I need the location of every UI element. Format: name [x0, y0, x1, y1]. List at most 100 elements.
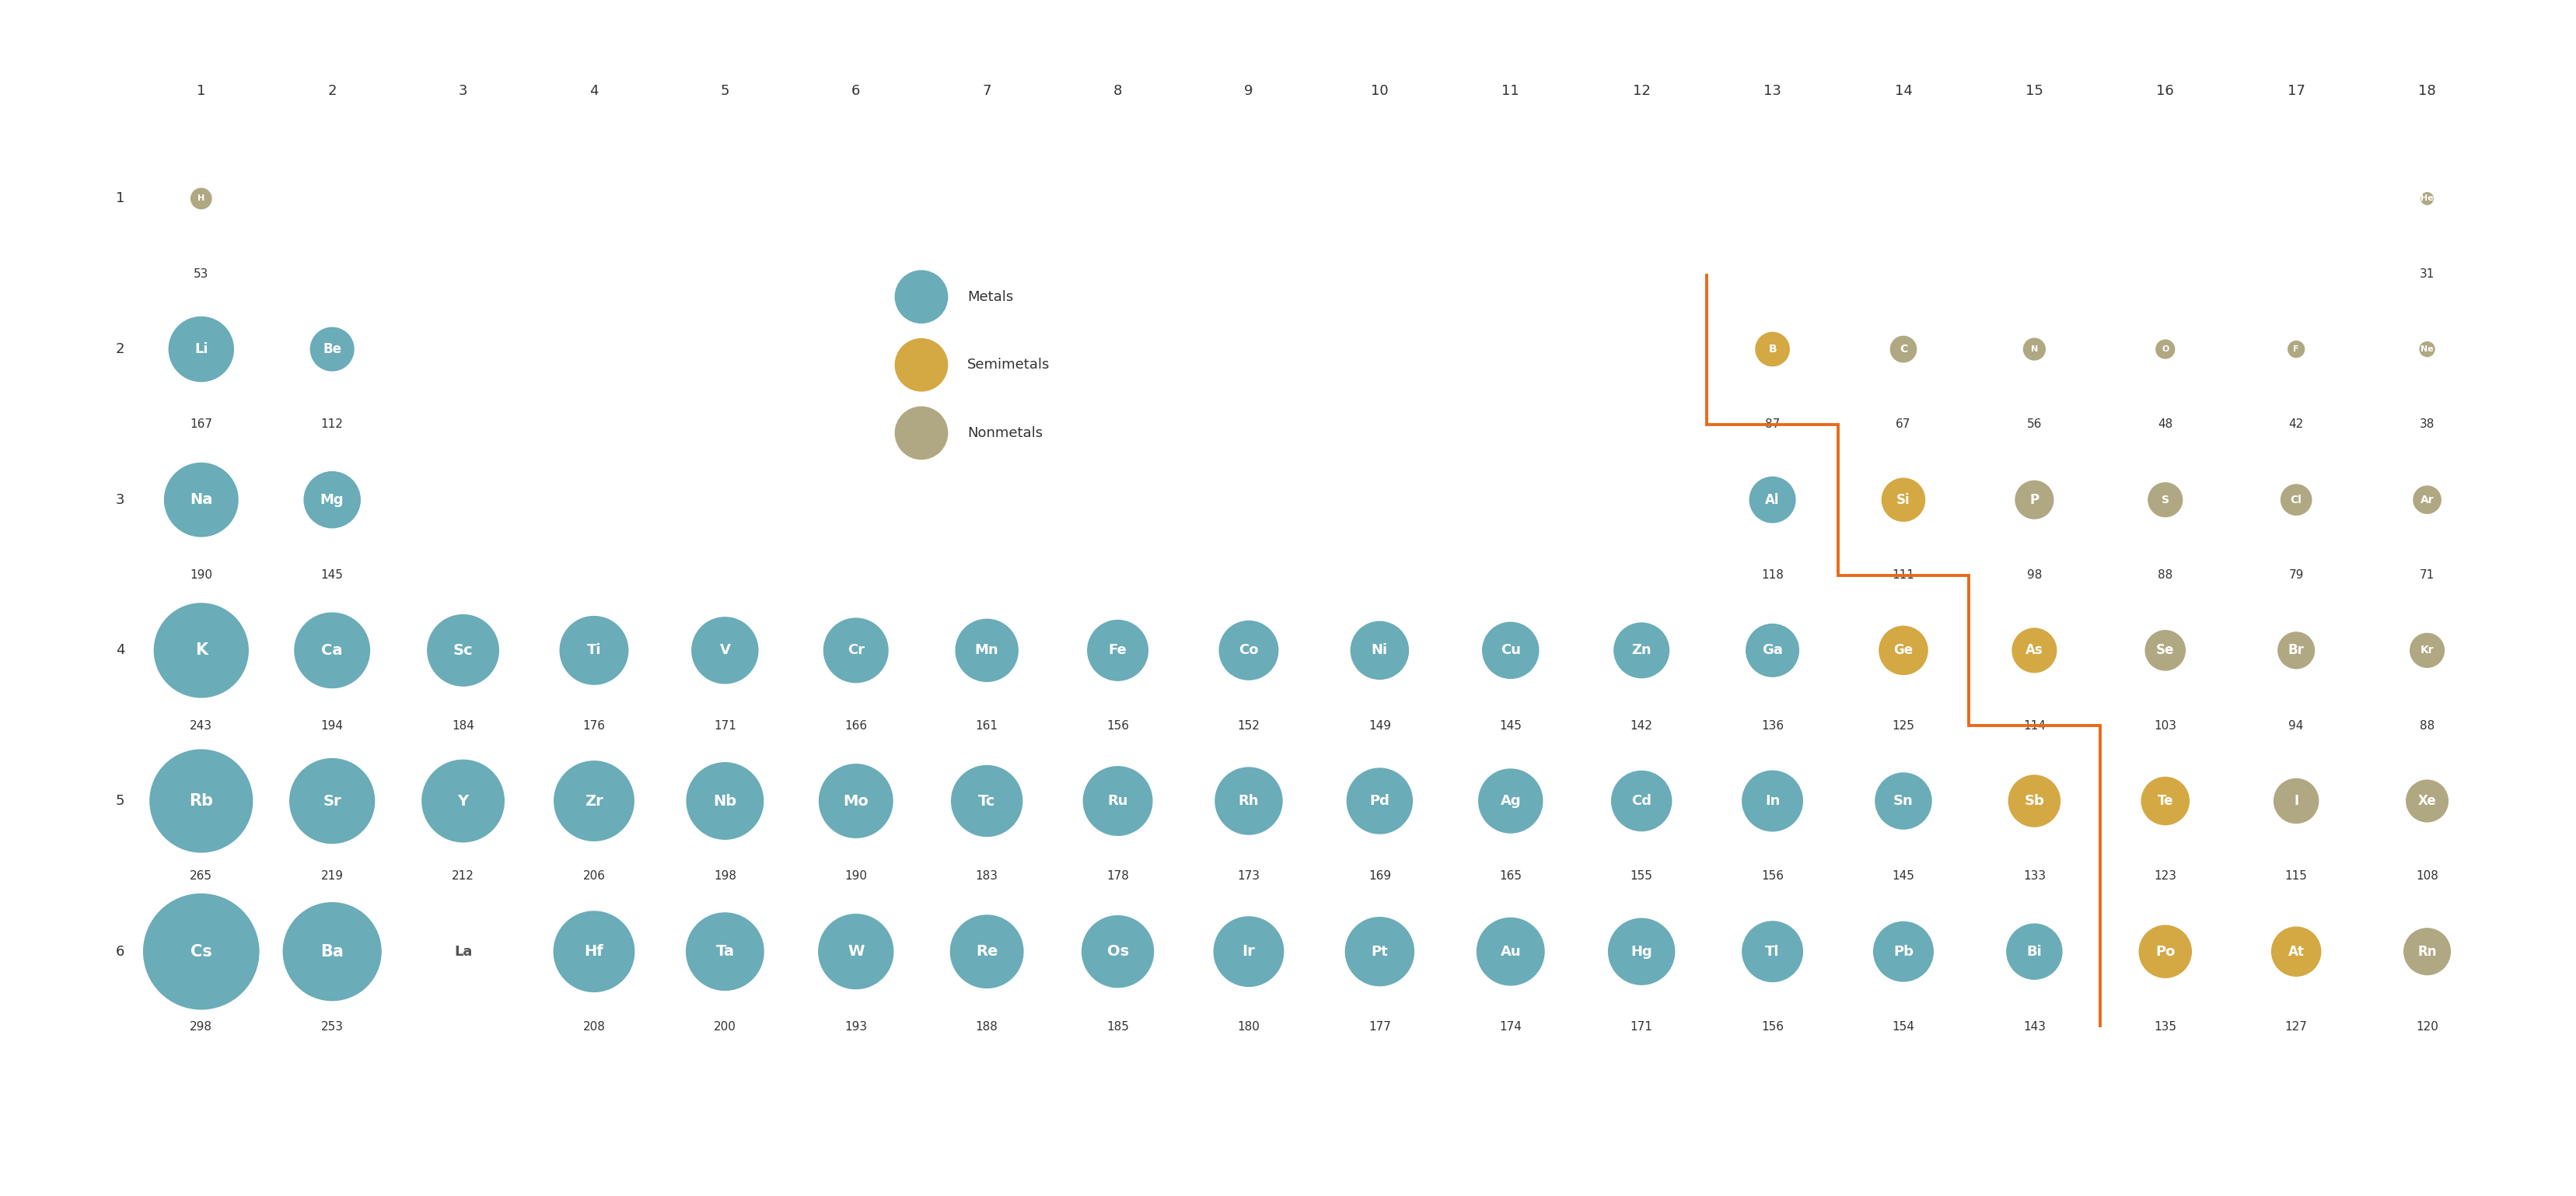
Text: 108: 108	[2416, 871, 2439, 881]
Text: 3: 3	[116, 493, 124, 507]
Text: 243: 243	[191, 720, 211, 732]
Text: Zr: Zr	[585, 794, 603, 808]
Text: In: In	[1765, 794, 1780, 808]
Text: 184: 184	[451, 720, 474, 732]
Circle shape	[1749, 477, 1795, 523]
Text: 2: 2	[327, 84, 337, 98]
Text: 115: 115	[2285, 871, 2308, 881]
Text: Be: Be	[322, 342, 343, 356]
Text: Fe: Fe	[1108, 643, 1128, 658]
Text: 15: 15	[2025, 84, 2043, 98]
Text: 155: 155	[1631, 871, 1654, 881]
Circle shape	[2277, 633, 2313, 669]
Circle shape	[1084, 767, 1151, 835]
Text: 2: 2	[116, 342, 124, 356]
Text: 103: 103	[2154, 720, 2177, 732]
Text: 169: 169	[1368, 871, 1391, 881]
Text: 219: 219	[322, 871, 343, 881]
Text: F: F	[2293, 346, 2300, 353]
Text: 71: 71	[2419, 569, 2434, 581]
Text: 88: 88	[2159, 569, 2172, 581]
Text: Ir: Ir	[1242, 944, 1255, 959]
Text: 171: 171	[714, 720, 737, 732]
Text: Sr: Sr	[322, 794, 343, 808]
Circle shape	[2009, 775, 2061, 826]
Text: Ga: Ga	[1762, 643, 1783, 658]
Text: 145: 145	[1893, 871, 1914, 881]
Text: Au: Au	[1499, 945, 1520, 958]
Text: Po: Po	[2156, 945, 2174, 958]
Circle shape	[559, 616, 629, 684]
Circle shape	[149, 750, 252, 853]
Text: 8: 8	[1113, 84, 1123, 98]
Text: 167: 167	[191, 419, 211, 431]
Text: 185: 185	[1108, 1021, 1128, 1032]
Circle shape	[1213, 917, 1283, 987]
Text: Cu: Cu	[1499, 643, 1520, 658]
Text: Mn: Mn	[974, 643, 999, 658]
Text: 208: 208	[582, 1021, 605, 1032]
Text: 190: 190	[845, 871, 868, 881]
Text: I: I	[2293, 794, 2298, 808]
Text: 198: 198	[714, 871, 737, 881]
Text: 118: 118	[1762, 569, 1783, 581]
Text: 136: 136	[1762, 720, 1783, 732]
Circle shape	[819, 914, 894, 989]
Text: Li: Li	[193, 342, 209, 356]
Circle shape	[824, 618, 889, 683]
Text: 165: 165	[1499, 871, 1522, 881]
Circle shape	[1741, 921, 1803, 982]
Text: Pt: Pt	[1370, 945, 1388, 958]
Circle shape	[2403, 928, 2450, 975]
Text: 4: 4	[116, 643, 124, 658]
Text: 212: 212	[451, 871, 474, 881]
Circle shape	[1216, 768, 1283, 835]
Text: Ba: Ba	[319, 944, 343, 959]
Text: La: La	[453, 945, 471, 958]
Text: 48: 48	[2159, 419, 2172, 431]
Circle shape	[2012, 628, 2056, 672]
Text: Sc: Sc	[453, 643, 474, 658]
Text: 125: 125	[1893, 720, 1914, 732]
Text: 112: 112	[322, 419, 343, 431]
Text: 152: 152	[1236, 720, 1260, 732]
Text: 145: 145	[1499, 720, 1522, 732]
Circle shape	[1345, 917, 1414, 986]
Text: 166: 166	[845, 720, 868, 732]
Text: 142: 142	[1631, 720, 1654, 732]
Circle shape	[1615, 623, 1669, 678]
Text: 10: 10	[1370, 84, 1388, 98]
Text: Rh: Rh	[1239, 794, 1260, 808]
Circle shape	[1873, 922, 1932, 982]
Text: 120: 120	[2416, 1021, 2439, 1032]
Text: Pb: Pb	[1893, 945, 1914, 958]
Text: He: He	[2421, 195, 2434, 202]
Circle shape	[1350, 622, 1409, 679]
Circle shape	[896, 338, 948, 391]
Text: 188: 188	[976, 1021, 997, 1032]
Text: Rb: Rb	[188, 793, 214, 808]
Circle shape	[312, 328, 353, 371]
Circle shape	[422, 759, 505, 842]
Circle shape	[1613, 771, 1672, 831]
Circle shape	[294, 612, 368, 688]
Text: Pd: Pd	[1370, 794, 1388, 808]
Circle shape	[2287, 341, 2306, 358]
Circle shape	[2406, 780, 2447, 822]
Text: 149: 149	[1368, 720, 1391, 732]
Text: 13: 13	[1765, 84, 1783, 98]
Text: 14: 14	[1893, 84, 1911, 98]
Text: Re: Re	[976, 944, 997, 959]
Text: Nonmetals: Nonmetals	[966, 426, 1043, 440]
Text: Os: Os	[1108, 944, 1128, 959]
Text: K: K	[196, 642, 209, 658]
Circle shape	[2138, 926, 2192, 977]
Circle shape	[1087, 621, 1149, 681]
Text: Rn: Rn	[2419, 945, 2437, 958]
Text: C: C	[1899, 343, 1906, 355]
Text: 135: 135	[2154, 1021, 2177, 1032]
Circle shape	[1880, 627, 1927, 675]
Text: Si: Si	[1896, 493, 1911, 507]
Text: 183: 183	[976, 871, 997, 881]
Text: 79: 79	[2287, 569, 2303, 581]
